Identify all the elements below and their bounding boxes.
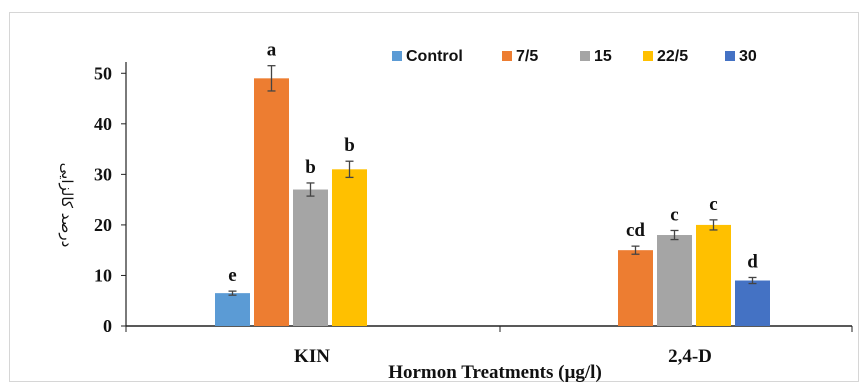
significance-label: d bbox=[747, 251, 758, 272]
legend-label: 22/5 bbox=[657, 48, 688, 65]
bar bbox=[215, 293, 250, 326]
bar bbox=[657, 235, 692, 326]
legend-swatch bbox=[725, 51, 735, 61]
bar bbox=[618, 250, 653, 326]
bar bbox=[735, 280, 770, 326]
legend-label: Control bbox=[406, 48, 463, 65]
y-tick-label: 30 bbox=[94, 164, 112, 184]
legend-swatch bbox=[643, 51, 653, 61]
x-axis-label: Hormon Treatments (µg/l) bbox=[388, 362, 602, 383]
legend-swatch bbox=[580, 51, 590, 61]
x-category-label: KIN bbox=[294, 346, 330, 367]
legend-swatch bbox=[502, 51, 512, 61]
significance-label: e bbox=[228, 265, 236, 286]
significance-label: c bbox=[670, 204, 678, 225]
significance-label: c bbox=[709, 194, 717, 215]
legend: Control 7/5 15 22/5 30 bbox=[392, 48, 757, 65]
bar bbox=[254, 78, 289, 326]
y-tick-label: 20 bbox=[94, 215, 112, 235]
legend-label: 15 bbox=[594, 48, 612, 65]
y-tick-label: 10 bbox=[94, 265, 112, 285]
y-tick-label: 40 bbox=[94, 114, 112, 134]
significance-label: b bbox=[305, 157, 316, 178]
significance-label: b bbox=[344, 135, 355, 156]
y-tick-label: 0 bbox=[103, 316, 112, 336]
legend-label: 7/5 bbox=[516, 48, 538, 65]
x-category-label: 2,4-D bbox=[668, 346, 712, 367]
bar bbox=[293, 189, 328, 326]
legend-swatch bbox=[392, 51, 402, 61]
y-tick-label: 50 bbox=[94, 63, 112, 83]
legend-label: 30 bbox=[739, 48, 757, 65]
significance-label: a bbox=[267, 40, 277, 61]
bar bbox=[332, 169, 367, 326]
bar bbox=[696, 224, 731, 326]
y-axis-label: درصد کالزایی bbox=[58, 163, 76, 248]
significance-label: cd bbox=[626, 220, 645, 241]
